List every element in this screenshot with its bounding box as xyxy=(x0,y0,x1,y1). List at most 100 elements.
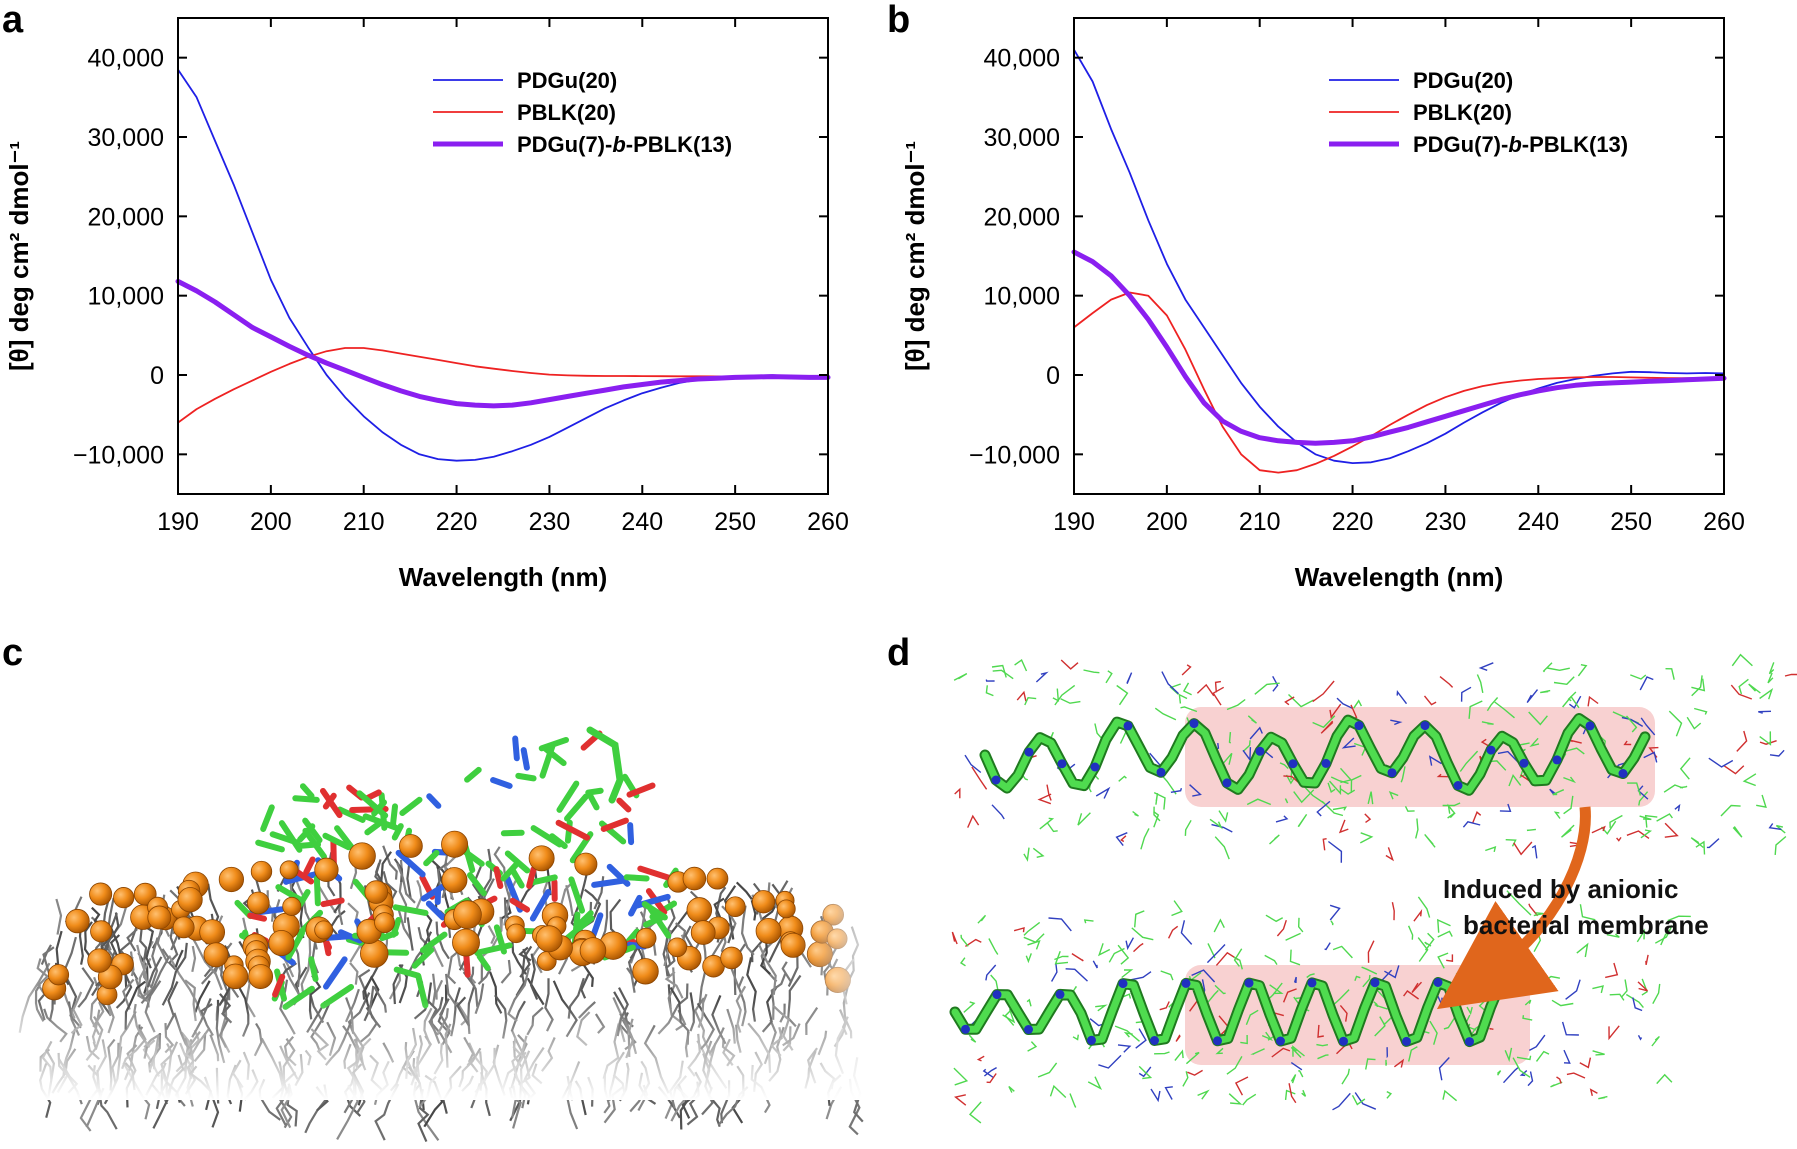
side-chain xyxy=(1026,998,1032,1007)
phosphate-sphere xyxy=(453,900,482,929)
side-chain xyxy=(1625,715,1638,733)
lipid-tail xyxy=(626,967,636,993)
side-chain xyxy=(1223,752,1233,765)
side-chain xyxy=(1154,1051,1170,1055)
side-chain xyxy=(1037,1062,1058,1078)
chart-b-xlabel: Wavelength (nm) xyxy=(1295,562,1503,592)
side-chain xyxy=(1512,1057,1531,1078)
side-chain xyxy=(1497,750,1521,765)
peptide-bond xyxy=(272,973,286,998)
chart-a-xtick-label-4: 230 xyxy=(529,508,571,536)
peptide-bond xyxy=(247,912,268,922)
side-chain xyxy=(1132,810,1139,817)
side-chain xyxy=(1476,939,1481,953)
side-chain xyxy=(1499,803,1512,813)
side-chain xyxy=(1562,695,1580,709)
phosphate-sphere xyxy=(452,928,480,957)
side-chain xyxy=(1046,784,1052,801)
side-chain xyxy=(1516,1055,1532,1061)
peptide-bond xyxy=(303,856,316,876)
side-chain xyxy=(1161,671,1179,695)
peptide-bond xyxy=(476,953,491,972)
side-chain xyxy=(963,1001,976,1013)
side-chain xyxy=(1411,981,1423,993)
lipid-tail xyxy=(140,948,170,1005)
side-chain xyxy=(1486,697,1499,712)
membrane-illustration xyxy=(0,726,880,1143)
chart-a-lines xyxy=(175,68,831,462)
peptide-bond xyxy=(323,933,351,941)
lipid-tail xyxy=(417,1089,430,1143)
backbone-nitrogen xyxy=(1585,721,1595,731)
chart-a-legend: PDGu(20) PBLK(20) PDGu(7)-b-PBLK(13) xyxy=(433,68,732,157)
side-chain xyxy=(1606,933,1620,938)
peptide-bond xyxy=(278,820,303,853)
membrane-fade-right xyxy=(800,840,880,1100)
side-chain xyxy=(1674,803,1681,812)
side-chain xyxy=(964,754,982,774)
side-chain xyxy=(1385,847,1395,862)
chart-b-legend-label-1: PBLK(20) xyxy=(1413,100,1512,125)
side-chain xyxy=(1116,684,1129,706)
peptide-bond xyxy=(426,793,442,809)
side-chain xyxy=(1488,947,1499,952)
side-chains-top xyxy=(953,653,1797,863)
peptide-sidechain xyxy=(586,726,624,804)
side-chain xyxy=(1623,740,1632,746)
side-chain xyxy=(1563,776,1577,784)
side-chain xyxy=(1720,804,1741,817)
side-chain xyxy=(1621,979,1628,998)
side-chain xyxy=(1550,1081,1563,1088)
side-chain xyxy=(1686,716,1702,730)
side-chain xyxy=(1341,1068,1350,1085)
phosphate-sphere xyxy=(724,896,746,918)
peptide-bond xyxy=(591,877,627,888)
peptide-bond xyxy=(390,916,402,938)
chart-a-xtick-label-6: 250 xyxy=(714,508,756,536)
peptide-bond xyxy=(509,897,531,913)
side-chain xyxy=(1332,806,1348,811)
side-chain xyxy=(1496,1070,1502,1076)
side-chain xyxy=(1413,908,1423,922)
side-chain xyxy=(1367,940,1375,963)
side-chain xyxy=(1408,1046,1418,1062)
chart-b-ticks: 190 200 210 220 230 240 250 260 −10,000 0 10,000 20… xyxy=(969,18,1745,536)
lipid-tail xyxy=(406,862,412,899)
side-chain xyxy=(1023,847,1030,862)
side-chain xyxy=(1032,847,1045,858)
chart-b-legend-label-0: PDGu(20) xyxy=(1413,68,1513,93)
phosphate-sphere xyxy=(755,918,782,944)
side-chain xyxy=(1374,1003,1388,1010)
side-chain xyxy=(1288,693,1315,708)
side-chain xyxy=(953,1067,969,1086)
side-chain xyxy=(953,672,968,681)
side-chain xyxy=(1233,956,1243,970)
backbone-nitrogen xyxy=(1486,745,1496,755)
side-chain xyxy=(1242,1093,1257,1106)
side-chain xyxy=(1140,828,1150,850)
peptide-bond xyxy=(423,849,440,867)
chart-b-frame xyxy=(1073,17,1725,495)
side-chain xyxy=(1290,1046,1302,1058)
lipid-tail xyxy=(515,945,533,997)
peptide-bond xyxy=(647,906,672,939)
side-chain xyxy=(1520,742,1530,746)
peptide-bond xyxy=(490,777,513,789)
side-chain xyxy=(1105,670,1113,684)
phosphate-sphere xyxy=(203,942,229,968)
side-chain xyxy=(1361,966,1378,975)
side-chain xyxy=(1214,680,1222,693)
side-chain xyxy=(1468,700,1483,719)
phosphate-sphere xyxy=(441,867,468,894)
side-chain xyxy=(1539,975,1561,985)
chart-b-xtick-label-4: 230 xyxy=(1425,508,1467,536)
side-chain xyxy=(1627,782,1642,796)
side-chain xyxy=(1276,919,1287,937)
lipid-tail xyxy=(393,858,404,883)
side-chain xyxy=(1367,791,1374,805)
side-chain xyxy=(1182,682,1192,696)
lipid-tail xyxy=(136,944,150,1008)
side-chain xyxy=(1092,960,1098,969)
side-chain xyxy=(1181,664,1192,676)
side-chain xyxy=(1312,715,1336,729)
